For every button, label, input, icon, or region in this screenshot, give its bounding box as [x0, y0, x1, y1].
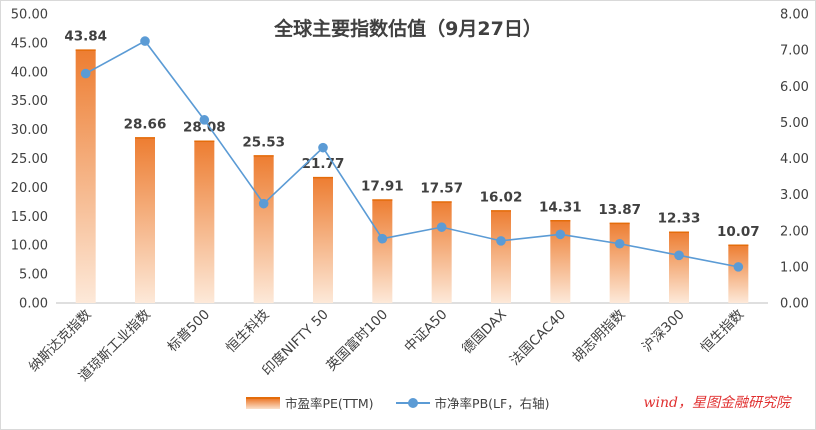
- bar: [313, 177, 333, 303]
- category-label: 沪深300: [639, 307, 688, 356]
- category-label: 恒生指数: [698, 306, 748, 356]
- left-tick-label: 40.00: [11, 65, 48, 80]
- left-tick-label: 45.00: [11, 36, 48, 51]
- pb-point: [496, 236, 506, 246]
- bar-data-label: 43.84: [64, 29, 107, 45]
- right-tick-label: 0.00: [780, 297, 809, 312]
- right-tick-label: 5.00: [780, 116, 809, 131]
- bar-data-label: 25.53: [242, 134, 285, 150]
- bar-data-label: 12.33: [658, 211, 701, 227]
- bar-data-labels: 43.84 28.66 28.08 25.53 21.77 17.91 17.57 16.02…: [64, 29, 759, 240]
- bar: [609, 222, 630, 303]
- legend-bar-swatch: [246, 396, 280, 409]
- bar: [728, 244, 749, 303]
- legend-item-pe: 市盈率PE(TTM): [246, 393, 374, 412]
- bar: [135, 137, 155, 303]
- right-tick-label: 3.00: [780, 188, 809, 203]
- pb-point: [258, 198, 269, 209]
- bar: [669, 231, 689, 303]
- category-label: 德国DAX: [459, 307, 510, 358]
- bar: [491, 210, 511, 303]
- bar-data-label: 13.87: [598, 202, 641, 218]
- right-tick-label: 7.00: [780, 44, 809, 59]
- bar-data-label: 28.08: [183, 120, 226, 136]
- pb-point: [614, 238, 625, 249]
- left-tick-label: 35.00: [11, 94, 48, 109]
- bar-data-label: 14.31: [539, 199, 582, 215]
- bar-data-label: 17.57: [420, 180, 463, 196]
- category-label: 英国富时100: [323, 306, 391, 374]
- pb-point: [140, 36, 150, 46]
- bar: [372, 199, 393, 303]
- bar: [253, 155, 274, 303]
- pb-point: [80, 68, 91, 79]
- pb-point: [318, 142, 328, 153]
- pb-point: [377, 233, 388, 244]
- left-tick-label: 50.00: [11, 8, 48, 23]
- bar-data-label: 28.66: [124, 116, 167, 132]
- category-label: 法国CAC40: [507, 307, 569, 369]
- legend-label-pe: 市盈率PE(TTM): [285, 396, 374, 411]
- right-tick-label: 6.00: [780, 80, 809, 95]
- line-series: [80, 36, 744, 272]
- right-tick-label: 4.00: [780, 152, 809, 167]
- right-tick-label: 2.00: [780, 224, 809, 239]
- bar-data-label: 17.91: [361, 178, 404, 194]
- left-axis: 0.00 5.00 10.00 15.00 20.00 25.00 30.00 35.00 40…: [11, 8, 768, 312]
- bar-data-label: 10.07: [717, 224, 760, 240]
- legend-item-pb: 市净率PB(LF，右轴): [395, 393, 550, 412]
- pb-point: [555, 229, 566, 240]
- left-tick-label: 5.00: [19, 268, 48, 283]
- left-tick-label: 20.00: [11, 181, 48, 196]
- left-tick-label: 30.00: [11, 123, 48, 138]
- pb-point: [436, 222, 447, 232]
- bar-data-label: 21.77: [302, 156, 345, 172]
- pb-point: [733, 262, 744, 272]
- legend-line-swatch: [395, 397, 430, 409]
- left-tick-label: 25.00: [11, 152, 48, 167]
- left-tick-label: 15.00: [11, 210, 48, 225]
- legend-label-pb: 市净率PB(LF，右轴): [434, 396, 550, 411]
- pb-line: [85, 40, 739, 268]
- pb-point: [199, 115, 210, 125]
- source-note: wind，星图金融研究院: [643, 395, 790, 411]
- bar: [431, 201, 452, 303]
- bar-data-label: 16.02: [480, 189, 523, 205]
- bar-series: [75, 49, 749, 304]
- category-label: 恒生科技: [223, 306, 273, 356]
- category-label: 胡志明指数: [569, 306, 628, 365]
- pb-point: [674, 250, 684, 261]
- bar: [194, 140, 215, 303]
- left-tick-label: 10.00: [11, 239, 48, 254]
- category-label: 标普500: [165, 307, 214, 356]
- legend: 市盈率PE(TTM) 市净率PB(LF，右轴): [246, 393, 572, 412]
- category-label: 中证A50: [401, 307, 450, 356]
- right-axis: 0.00 1.00 2.00 3.00 4.00 5.00 6.00 7.00 8.00: [780, 8, 809, 312]
- chart-title: 全球主要指数估值（9月27日）: [274, 18, 542, 40]
- left-tick-label: 0.00: [19, 297, 48, 312]
- right-tick-label: 8.00: [780, 8, 809, 23]
- right-tick-label: 1.00: [780, 260, 809, 275]
- bar: [75, 49, 96, 304]
- bar: [550, 220, 571, 303]
